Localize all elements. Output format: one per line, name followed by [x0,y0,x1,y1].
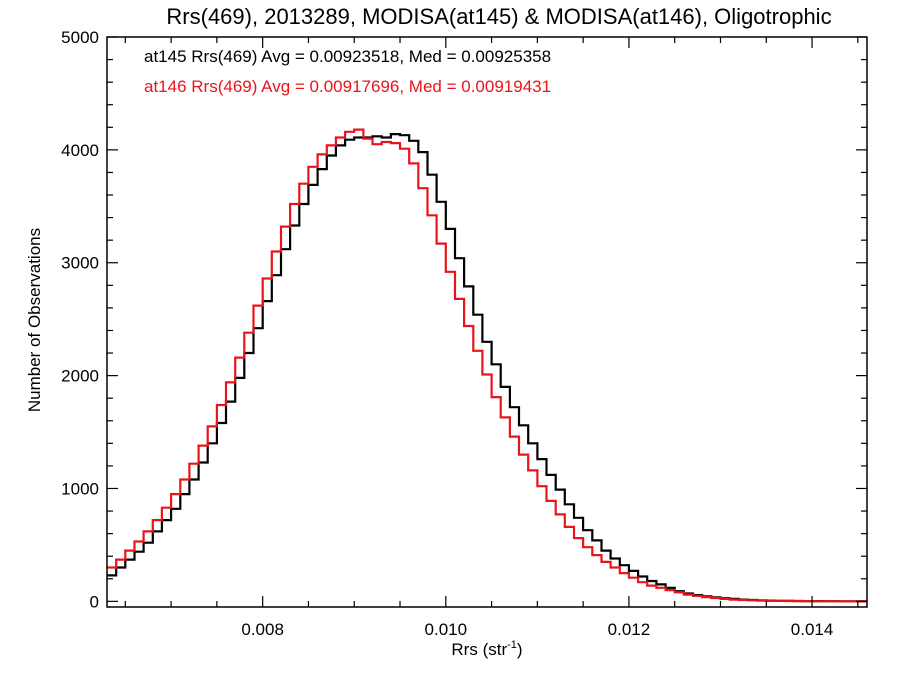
x-axis-label: Rrs (str-1) [451,639,522,659]
x-axis-label-main: Rrs (str [451,640,507,659]
x-axis-label-close: ) [517,640,523,659]
x-tick-label: 0.014 [791,620,834,639]
y-tick-label: 0 [90,592,99,611]
legend-annotation-at145: at145 Rrs(469) Avg = 0.00923518, Med = 0… [144,47,551,66]
x-axis-label-superscript: -1 [507,639,517,651]
chart-title: Rrs(469), 2013289, MODISA(at145) & MODIS… [166,4,831,29]
y-axis-label: Number of Observations [25,228,44,412]
histogram-series-at146 [107,128,867,603]
x-tick-label: 0.010 [425,620,468,639]
x-tick-label: 0.012 [608,620,651,639]
legend-annotation-at146: at146 Rrs(469) Avg = 0.00917696, Med = 0… [144,77,551,96]
series-layer [107,128,867,603]
x-axis: 0.008 0.010 0.012 0.014 [124,37,859,639]
y-tick-label: 4000 [61,141,99,160]
plot-frame [106,36,868,608]
y-axis: 0 1000 2000 3000 4000 5000 [61,28,867,611]
x-tick-label: 0.008 [241,620,284,639]
y-tick-label: 2000 [61,367,99,386]
y-tick-label: 3000 [61,254,99,273]
histogram-series-at145 [107,133,867,603]
y-tick-label: 5000 [61,28,99,47]
y-tick-label: 1000 [61,479,99,498]
